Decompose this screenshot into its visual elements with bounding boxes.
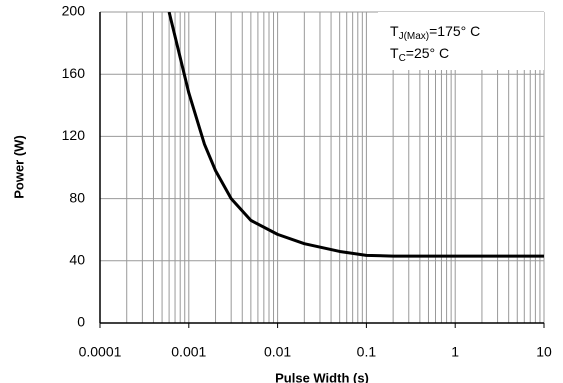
annotation-value: =175° C: [429, 23, 480, 39]
x-tick-label: 0.01: [264, 344, 291, 360]
y-tick-label: 80: [69, 189, 85, 205]
x-tick-label: 10: [536, 344, 552, 360]
y-tick-label: 200: [62, 3, 86, 19]
plot-area: [167, 12, 544, 258]
annotation-subscript: J(Max): [399, 31, 430, 42]
y-tick-label: 160: [62, 65, 86, 81]
labels: 0.0001 0.001 0.01 0.1 1 10 0 40 80 120 160 200 TJ(Ma…: [62, 3, 552, 360]
annotation-main: T: [390, 23, 399, 39]
power-curve: [167, 12, 544, 258]
annotation-main: T: [390, 45, 399, 61]
y-axis-title: Power (W): [11, 135, 26, 199]
y-tick-label: 120: [62, 127, 86, 143]
y-tick-label: 0: [77, 314, 85, 330]
annotation: TJ(Max)=175° C: [390, 23, 480, 42]
x-tick-label: 0.001: [171, 344, 206, 360]
annotation-subscript: C: [399, 53, 406, 64]
x-tick-label: 0.0001: [79, 344, 122, 360]
y-tick-label: 40: [69, 252, 85, 268]
annotation: TC=25° C: [390, 45, 449, 64]
x-tick-label: 1: [451, 344, 459, 360]
x-axis-title: Pulse Width (s): [275, 370, 369, 383]
annotation-value: =25° C: [406, 45, 449, 61]
x-tick-label: 0.1: [357, 344, 377, 360]
annotation-box: [378, 12, 544, 70]
